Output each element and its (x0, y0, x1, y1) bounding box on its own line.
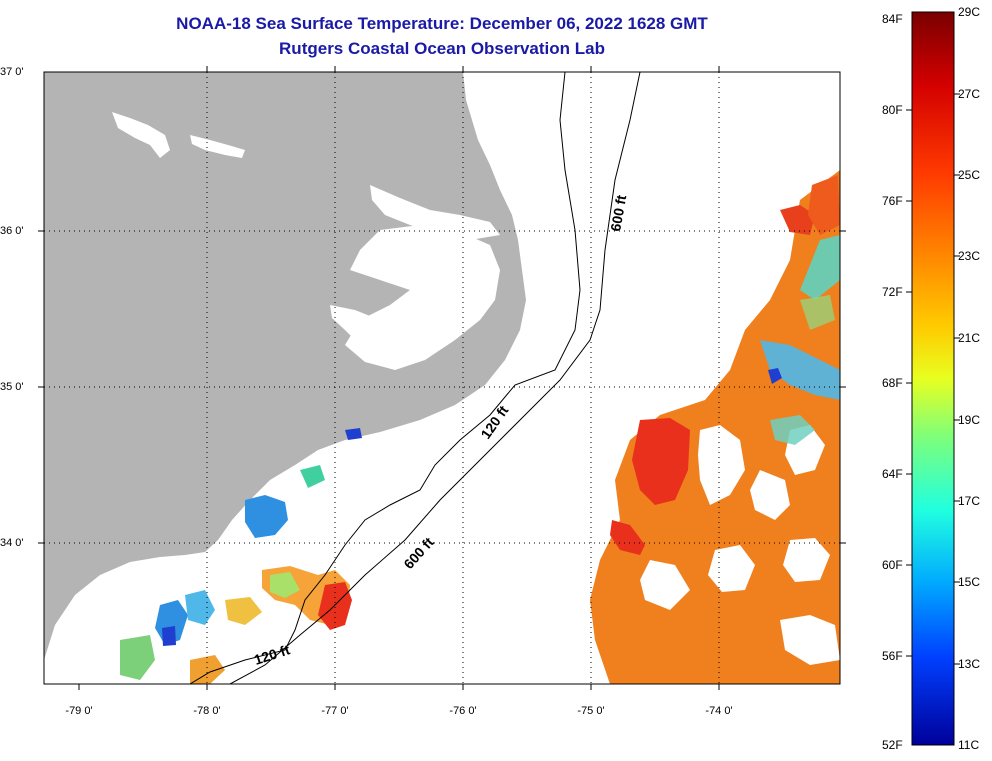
lon-label-79: -79 0' (65, 705, 93, 717)
sst-hot-patch-3 (780, 205, 815, 235)
colorbar-c-19: 19C (958, 413, 981, 427)
colorbar-f-68: 68F (882, 376, 903, 390)
lon-label-75: -75 0' (577, 705, 605, 717)
colorbar-c-23: 23C (958, 249, 981, 263)
contour-600ft (229, 72, 641, 684)
colorbar-c-15: 15C (958, 575, 981, 589)
lon-label-74: -74 0' (705, 705, 733, 717)
colorbar-c-13: 13C (958, 657, 981, 671)
sst-coastal-cool (245, 495, 288, 538)
sst-hot-patch-1 (632, 418, 690, 505)
colorbar-c-27: 27C (958, 87, 981, 101)
lat-label-35: 35 0' (0, 381, 24, 393)
lon-label-76: -76 0' (449, 705, 477, 717)
colorbar-f-80: 80F (882, 103, 903, 117)
colorbar-c-25: 25C (958, 168, 981, 182)
colorbar-f-52: 52F (882, 738, 903, 752)
contour-120ft (189, 72, 581, 684)
sst-hot-patch-4 (808, 175, 840, 235)
axis-ticks (38, 66, 846, 690)
colorbar-ticks (906, 93, 960, 665)
river-inlet-3 (330, 305, 398, 355)
contour-label-120-mid: 120 ft (477, 402, 511, 441)
colorbar-f-64: 64F (882, 467, 903, 481)
colorbar-c-29: 29C (958, 5, 981, 19)
contour-label-600-north: 600 ft (607, 193, 629, 232)
contour-label-120-south: 120 ft (252, 641, 292, 668)
sst-cool-streaks (760, 235, 840, 445)
lat-label-34: 34 0' (0, 537, 24, 549)
colorbar-f-56: 56F (882, 649, 903, 663)
map-subtitle: Rutgers Coastal Ocean Observation Lab (279, 39, 605, 58)
lon-label-78: -78 0' (193, 705, 221, 717)
river-inlet-2 (190, 135, 245, 158)
colorbar-f-60: 60F (882, 558, 903, 572)
colorbar-c-21: 21C (958, 331, 981, 345)
colorbar-f-84: 84F (882, 12, 903, 26)
lat-label-36: 36 0' (0, 225, 24, 237)
colorbar-f-72: 72F (882, 285, 903, 299)
graticule (44, 72, 840, 684)
colorbar-c-17: 17C (958, 494, 981, 508)
sst-hot-patch-2 (610, 520, 645, 555)
lon-label-77: -77 0' (321, 705, 349, 717)
colorbar (911, 11, 955, 746)
albemarle-sound (370, 185, 500, 240)
sst-coastal-warm (120, 428, 362, 684)
colorbar-f-76: 76F (882, 194, 903, 208)
map-title: NOAA-18 Sea Surface Temperature: Decembe… (176, 14, 708, 33)
map-frame (43, 71, 841, 685)
river-inlet-1 (112, 112, 170, 158)
colorbar-c-11: 11C (958, 738, 980, 752)
lat-label-37: 37 0' (0, 66, 24, 78)
